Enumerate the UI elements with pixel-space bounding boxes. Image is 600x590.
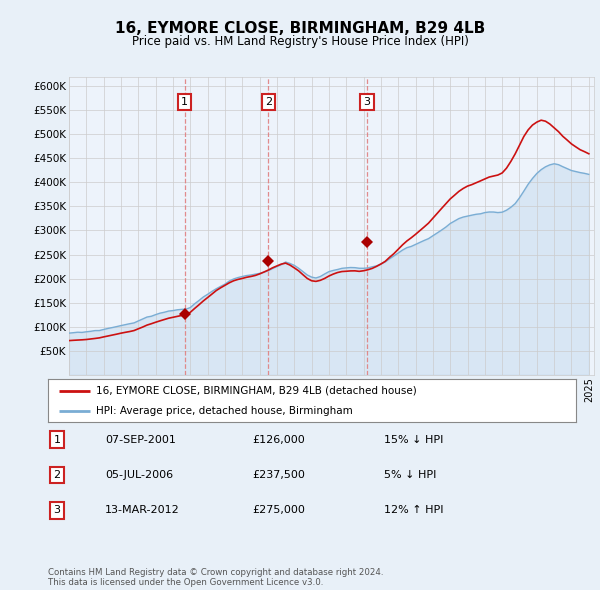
Text: 3: 3 xyxy=(53,506,61,515)
Text: 1: 1 xyxy=(53,435,61,444)
Text: 07-SEP-2001: 07-SEP-2001 xyxy=(105,435,176,444)
Text: 12% ↑ HPI: 12% ↑ HPI xyxy=(384,506,443,515)
Text: HPI: Average price, detached house, Birmingham: HPI: Average price, detached house, Birm… xyxy=(95,407,352,416)
Text: Price paid vs. HM Land Registry's House Price Index (HPI): Price paid vs. HM Land Registry's House … xyxy=(131,35,469,48)
Text: £237,500: £237,500 xyxy=(252,470,305,480)
Text: £275,000: £275,000 xyxy=(252,506,305,515)
Text: 15% ↓ HPI: 15% ↓ HPI xyxy=(384,435,443,444)
Text: 5% ↓ HPI: 5% ↓ HPI xyxy=(384,470,436,480)
Text: £126,000: £126,000 xyxy=(252,435,305,444)
Text: 05-JUL-2006: 05-JUL-2006 xyxy=(105,470,173,480)
Text: Contains HM Land Registry data © Crown copyright and database right 2024.
This d: Contains HM Land Registry data © Crown c… xyxy=(48,568,383,587)
Text: 2: 2 xyxy=(265,97,272,107)
Text: 1: 1 xyxy=(181,97,188,107)
Text: 16, EYMORE CLOSE, BIRMINGHAM, B29 4LB (detached house): 16, EYMORE CLOSE, BIRMINGHAM, B29 4LB (d… xyxy=(95,386,416,396)
Text: 2: 2 xyxy=(53,470,61,480)
Text: 13-MAR-2012: 13-MAR-2012 xyxy=(105,506,180,515)
Text: 3: 3 xyxy=(364,97,371,107)
Text: 16, EYMORE CLOSE, BIRMINGHAM, B29 4LB: 16, EYMORE CLOSE, BIRMINGHAM, B29 4LB xyxy=(115,21,485,35)
